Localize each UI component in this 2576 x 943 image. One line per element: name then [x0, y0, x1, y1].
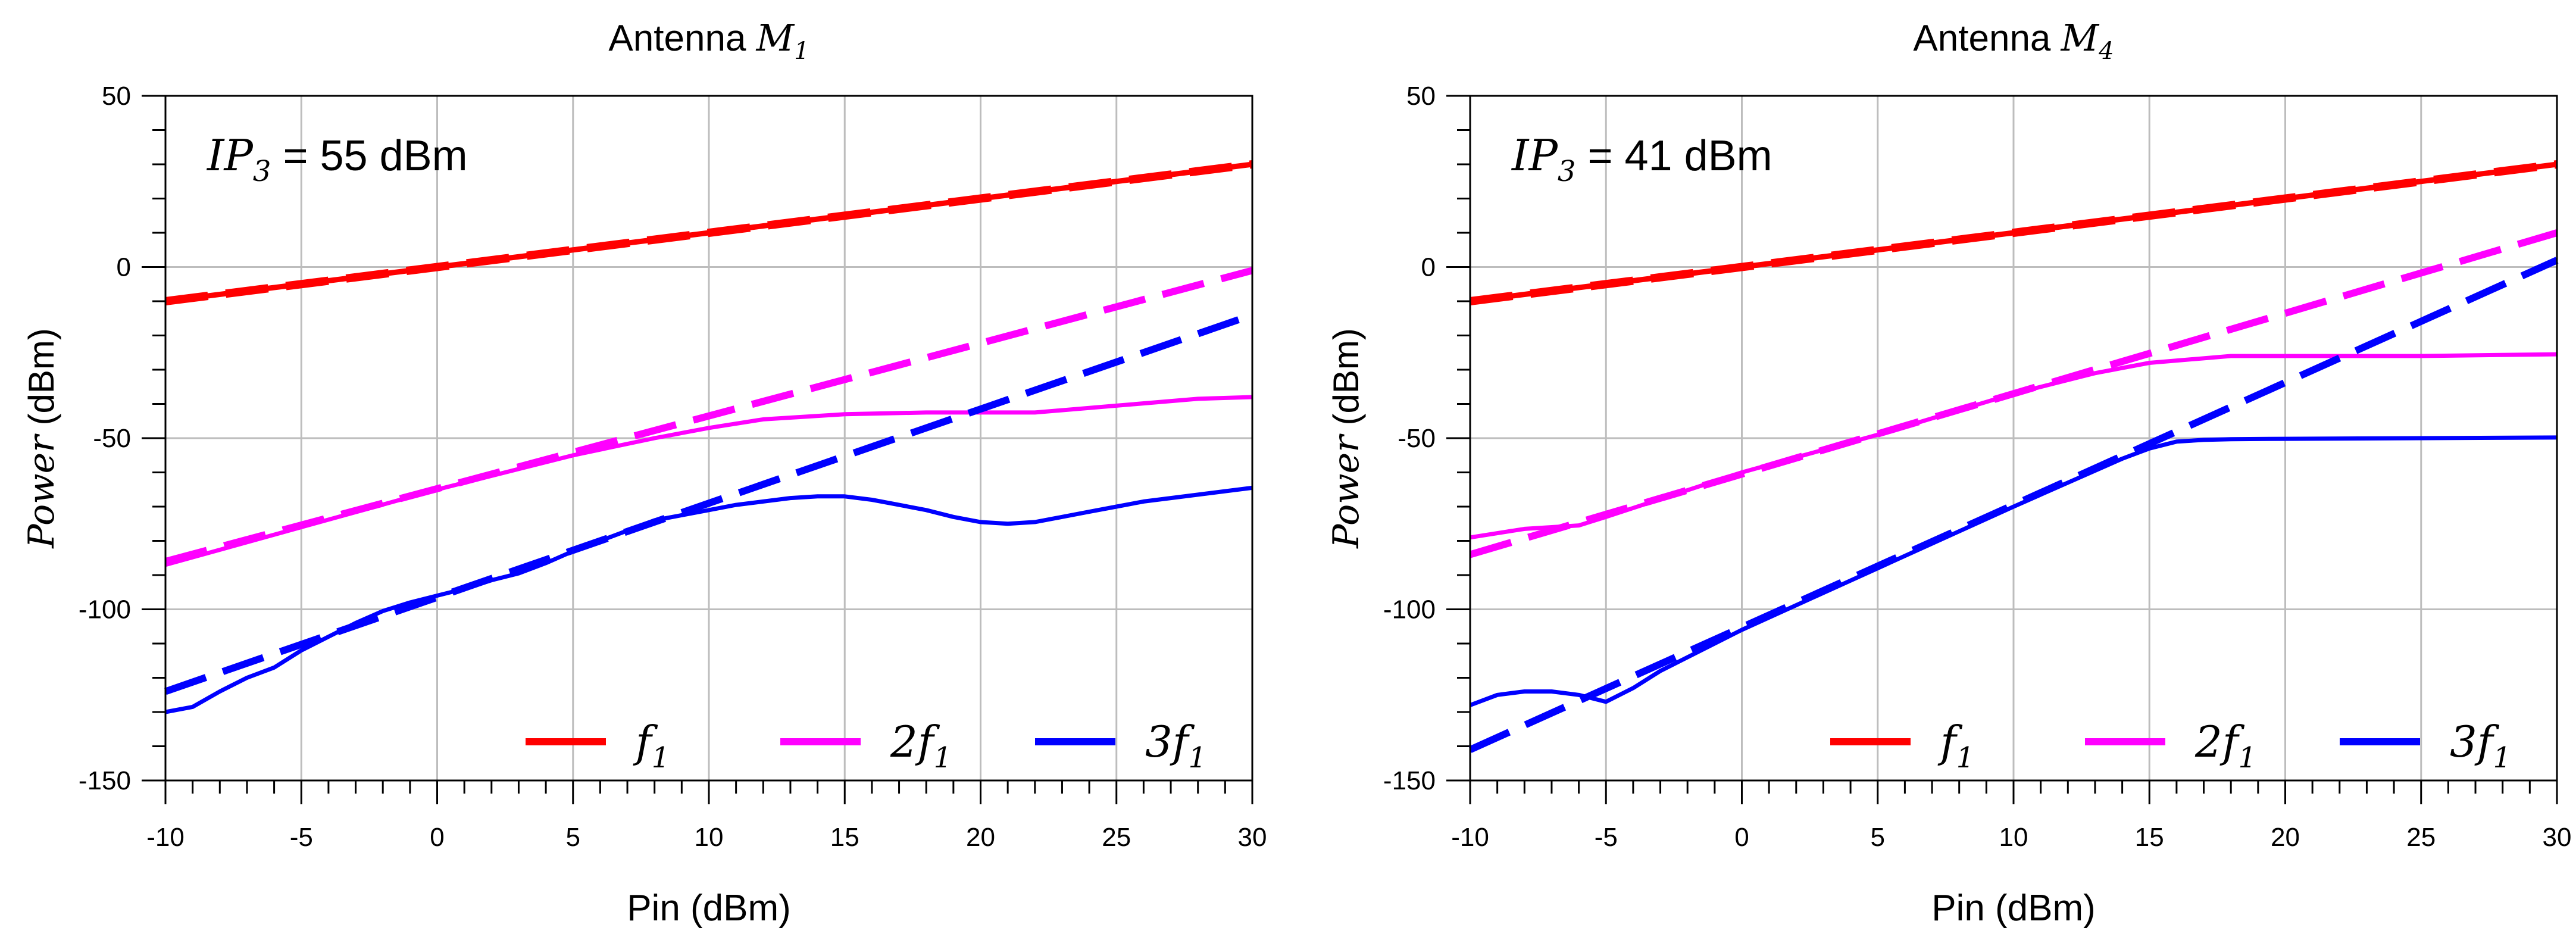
- plot-frame: [1469, 95, 2558, 782]
- legend-label-3f1: 3f1: [2450, 717, 2511, 775]
- x-tick-label: 0: [430, 823, 444, 852]
- x-axis-label: Pin (dBm): [627, 888, 791, 929]
- x-tick-label: 5: [1871, 823, 1885, 852]
- x-tick-label: 25: [2406, 823, 2436, 852]
- x-tick-label: 0: [1734, 823, 1749, 852]
- y-tick-label: -50: [93, 424, 131, 453]
- x-tick-label: -10: [1451, 823, 1489, 852]
- y-axis-label: Power (dBm): [1325, 328, 1367, 549]
- series-line-3f1-linear: [164, 311, 1253, 695]
- chart-title: Antenna M4: [1913, 16, 2114, 65]
- legend-label-f1: f1: [633, 717, 670, 775]
- legend-label-2f1: 2f1: [2194, 717, 2256, 775]
- y-tick-label: -100: [1383, 595, 1436, 624]
- y-tick-label: -50: [1398, 424, 1436, 453]
- x-tick-label: 15: [2135, 823, 2164, 852]
- series-line-2f1-linear: [164, 267, 1253, 565]
- legend-label-f1: f1: [1937, 717, 1974, 775]
- x-tick-label: -5: [1595, 823, 1618, 852]
- x-tick-label: 15: [830, 823, 859, 852]
- x-tick-label: 30: [1238, 823, 1267, 852]
- y-tick-label: 50: [102, 82, 131, 111]
- x-axis-label: Pin (dBm): [1931, 888, 2096, 929]
- x-tick-label: 25: [1102, 823, 1131, 852]
- x-tick-label: 5: [566, 823, 580, 852]
- legend-label-2f1: 2f1: [890, 717, 952, 775]
- ip3-annotation: IP3 = 55 dBm: [206, 130, 468, 188]
- y-axis-label: Power (dBm): [21, 328, 62, 549]
- x-tick-label: 20: [2271, 823, 2300, 852]
- x-tick-label: 30: [2543, 823, 2572, 852]
- x-tick-label: 20: [966, 823, 995, 852]
- x-tick-label: -5: [290, 823, 313, 852]
- series-line-3f1-linear: [1468, 257, 2559, 753]
- x-tick-label: -10: [146, 823, 185, 852]
- y-tick-label: -150: [79, 766, 131, 795]
- ip3-annotation: IP3 = 41 dBm: [1511, 130, 1772, 188]
- chart-title: Antenna M1: [608, 16, 809, 65]
- legend-label-3f1: 3f1: [1145, 717, 1206, 775]
- y-tick-label: 50: [1406, 82, 1436, 111]
- y-tick-label: -100: [79, 595, 131, 624]
- y-tick-label: -150: [1383, 766, 1436, 795]
- plot-frame: [164, 95, 1253, 782]
- y-tick-label: 0: [1421, 253, 1436, 282]
- series-line-3f1: [1469, 435, 2558, 707]
- x-tick-label: 10: [1999, 823, 2028, 852]
- series-line-f1-linear: [165, 160, 1253, 305]
- y-tick-label: 0: [117, 253, 131, 282]
- series-line-2f1-linear: [1469, 229, 2558, 558]
- x-tick-label: 10: [695, 823, 724, 852]
- series-line-f1-linear: [1470, 160, 2558, 305]
